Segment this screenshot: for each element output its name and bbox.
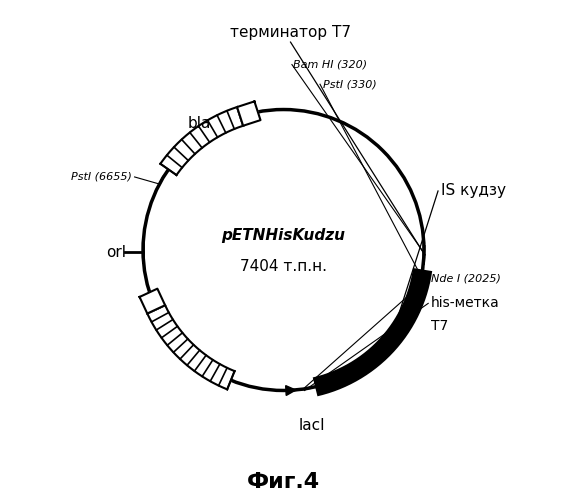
Text: Т7: Т7 <box>431 319 448 333</box>
Text: Nde I (2025): Nde I (2025) <box>431 273 501 283</box>
Text: PstI (330): PstI (330) <box>323 79 376 89</box>
Polygon shape <box>286 386 296 396</box>
Text: Фиг.4: Фиг.4 <box>247 472 320 492</box>
Text: orl: orl <box>106 246 126 260</box>
Polygon shape <box>237 102 260 126</box>
Text: bla: bla <box>188 116 211 131</box>
Text: IS кудзу: IS кудзу <box>441 184 506 198</box>
Polygon shape <box>147 305 235 390</box>
Polygon shape <box>318 375 333 390</box>
Text: терминатор Т7: терминатор Т7 <box>230 25 351 40</box>
Text: his-метка: his-метка <box>431 296 500 310</box>
Polygon shape <box>160 107 243 175</box>
Text: 7404 т.п.н.: 7404 т.п.н. <box>240 260 327 274</box>
Text: pETNHisKudzu: pETNHisKudzu <box>222 228 345 244</box>
Polygon shape <box>139 288 165 314</box>
Text: lacI: lacI <box>298 418 325 433</box>
Text: Bam HI (320): Bam HI (320) <box>293 60 367 70</box>
Text: PstI (6655): PstI (6655) <box>71 172 132 182</box>
